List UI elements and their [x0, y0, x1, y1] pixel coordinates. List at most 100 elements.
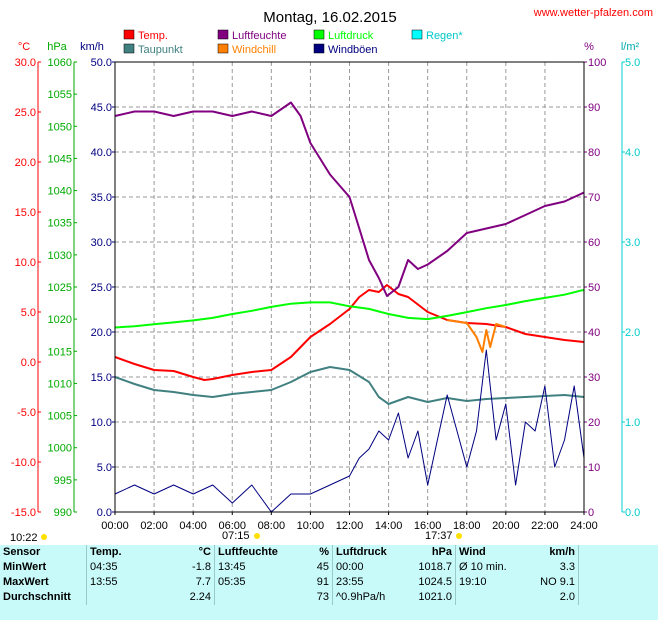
weather-chart: Montag, 16.02.2015 www.wetter-pfalzen.co… [10, 7, 653, 544]
stats-cell: 19:10 [455, 575, 522, 590]
axis-tick-label: 0.0 [21, 357, 36, 369]
axis-tick-label: 1015 [48, 346, 72, 358]
legend-swatch [411, 29, 423, 40]
legend-label: Luftdruck [328, 30, 374, 42]
axis-tick-label: 5.0 [625, 57, 640, 69]
legend-swatch [123, 43, 135, 54]
legend-label: Taupunkt [138, 44, 183, 56]
series-luftfeuchte [114, 101, 585, 297]
x-tick-label: 16:00 [414, 520, 442, 532]
stats-cell: NO 9.1 [540, 576, 575, 588]
chart-title: Montag, 16.02.2015 [263, 9, 396, 26]
stats-row-label: MaxWert [3, 576, 49, 588]
axis-tick-label: 1000 [48, 443, 72, 455]
stats-temp-header: Temp. [86, 545, 148, 560]
stats-row-label: MinWert [3, 561, 47, 573]
axis-tick-label: 1050 [48, 121, 72, 133]
axis-tick-label: 1030 [48, 250, 72, 262]
moonrise-icon [41, 534, 47, 540]
stats-sensor-header: Sensor [3, 546, 41, 558]
site-link[interactable]: www.wetter-pfalzen.com [533, 7, 653, 19]
stats-hum-unit: % [319, 546, 329, 558]
stats-table: Sensor Temp. °C Luftfeuchte % Luftdruck … [0, 545, 658, 620]
legend-swatch [313, 29, 325, 40]
legend-label: Regen* [426, 30, 463, 42]
axis-tick-label: 100 [588, 57, 606, 69]
axis-tick-label: 1025 [48, 282, 72, 294]
x-tick-label: 20:00 [492, 520, 520, 532]
axis-tick-label: 1035 [48, 218, 72, 230]
axis-tick-label: 4.0 [625, 147, 640, 159]
stats-cell [86, 590, 148, 605]
axis-tick-label: 995 [54, 475, 72, 487]
x-tick-label: 10:00 [297, 520, 325, 532]
axis-tick-label: 60 [588, 237, 600, 249]
axis-tick-label: 30 [588, 372, 600, 384]
axis-tick-label: 1045 [48, 153, 72, 165]
stats-row-avg: Durchschnitt 2.24 73 ^0.9hPa/h 1021.0 2.… [0, 590, 658, 605]
axis-tick-label: 90 [588, 102, 600, 114]
axis-tick-label: 40 [588, 327, 600, 339]
stats-empty-col [578, 545, 658, 560]
axis-tick-label: 1060 [48, 57, 72, 69]
axis-tick-label: -5.0 [17, 407, 36, 419]
stats-cell: 7.7 [195, 576, 211, 588]
x-tick-label: 14:00 [375, 520, 403, 532]
axis-tick-label: 15.0 [91, 372, 112, 384]
axis-tick-label: 10.0 [91, 417, 112, 429]
axis-tick-label: 0 [588, 507, 594, 519]
stats-cell [455, 590, 522, 605]
grid [115, 62, 584, 512]
axis-tick-label: 20.0 [15, 157, 36, 169]
axis-tick-label: 1005 [48, 411, 72, 423]
unit-rain: l/m² [621, 41, 640, 53]
series-windb-en [114, 349, 585, 513]
axis-tick-label: 10 [588, 462, 600, 474]
axis-pressure: 1060 1055 1050 1045 1040 1035 1030 1025 1020 1015… [48, 57, 77, 519]
stats-cell: 3.3 [559, 561, 575, 573]
x-tick-label: 22:00 [531, 520, 559, 532]
stats-cell: 73 [316, 591, 329, 603]
stats-cell: 23:55 [332, 575, 404, 590]
axis-wind: 50.0 45.0 40.0 35.0 30.0 25.0 20.0 15.0 10.0 5.0 0… [91, 57, 116, 519]
legend-swatch [217, 29, 229, 40]
stats-cell: 00:00 [332, 560, 404, 575]
legend-swatch [217, 43, 229, 54]
x-tick-label: 18:00 [453, 520, 481, 532]
x-tick-label: 24:00 [570, 520, 598, 532]
axis-tick-label: 20.0 [91, 327, 112, 339]
axis-tick-label: 30.0 [91, 237, 112, 249]
stats-empty-col [578, 590, 658, 605]
axis-tick-label: 0.0 [97, 507, 112, 519]
axis-rain: 5.0 4.0 3.0 2.0 1.0 0.0 [621, 57, 640, 519]
stats-cell: Ø 10 min. [455, 560, 522, 575]
axis-tick-label: 1.0 [625, 417, 640, 429]
sunset-icon [456, 533, 462, 539]
axis-tick-label: 5.0 [97, 462, 112, 474]
axis-tick-label: 1020 [48, 314, 72, 326]
unit-humidity: % [584, 41, 594, 53]
unit-temp: °C [18, 41, 30, 53]
axis-tick-label: 50 [588, 282, 600, 294]
sunrise-time: 07:15 [222, 530, 250, 542]
stats-cell: 91 [316, 576, 329, 588]
series-taupunkt [114, 366, 585, 405]
axis-tick-label: 45.0 [91, 102, 112, 114]
x-tick-label: 12:00 [336, 520, 364, 532]
stats-row-min: MinWert 04:35 -1.8 13:45 45 00:00 1018.7… [0, 560, 658, 575]
axis-tick-label: 2.0 [625, 327, 640, 339]
legend-label: Luftfeuchte [232, 30, 286, 42]
stats-empty-col [578, 575, 658, 590]
stats-press-header: Luftdruck [332, 545, 404, 560]
axis-temp: 30.0 25.0 20.0 15.0 10.0 5.0 0.0 -5.0 -10.0 -15.0 [11, 57, 41, 519]
stats-hum-header: Luftfeuchte [214, 545, 286, 560]
stats-wind-unit: km/h [549, 546, 575, 558]
stats-cell: -1.8 [192, 561, 211, 573]
axis-tick-label: 5.0 [21, 307, 36, 319]
axis-tick-label: 40.0 [91, 147, 112, 159]
x-tick-label: 06:00 [218, 520, 246, 532]
x-axis: 00:00 02:00 04:00 06:00 08:00 10:00 12:00 14:00… [101, 512, 598, 532]
unit-pressure: hPa [47, 41, 67, 53]
stats-cell: 45 [316, 561, 329, 573]
x-tick-label: 02:00 [140, 520, 168, 532]
